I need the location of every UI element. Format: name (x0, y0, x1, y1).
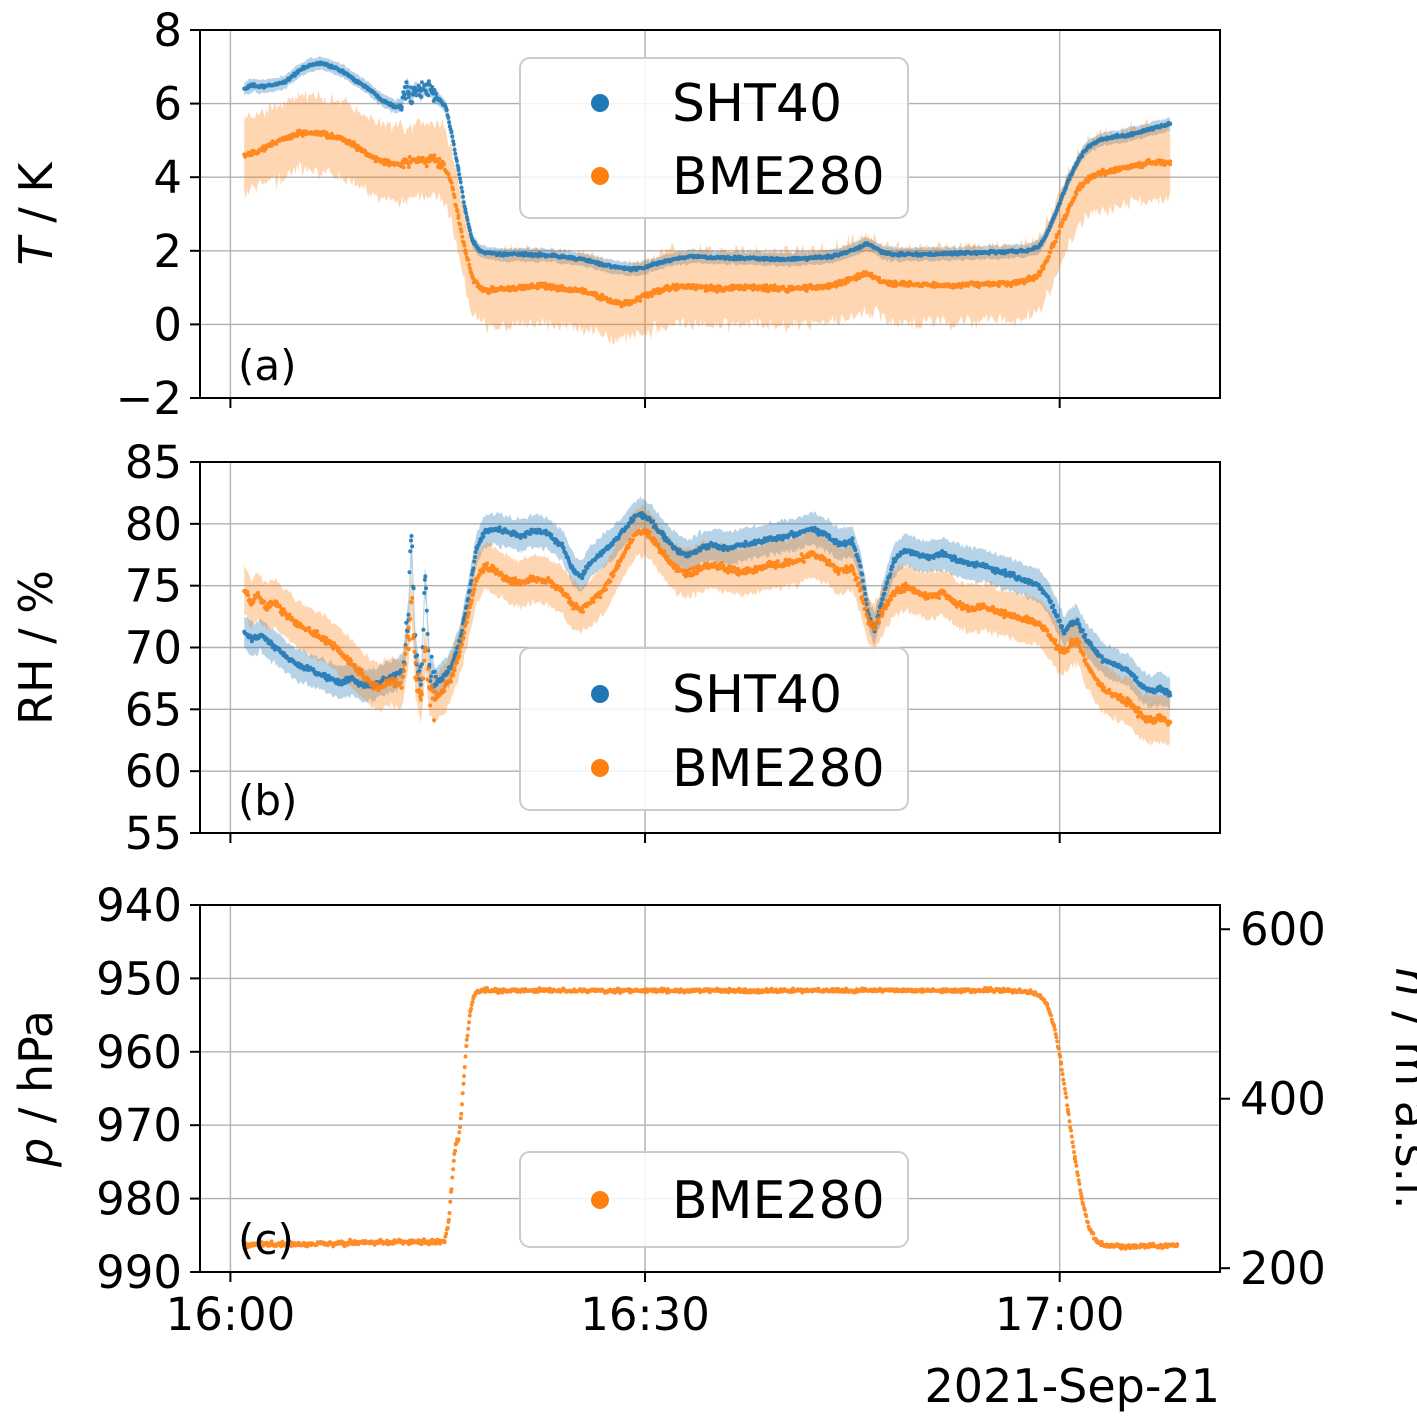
y-tick-label: 940 (96, 879, 182, 932)
y-tick-label: −2 (116, 372, 182, 425)
scatter-series-sht40 (242, 60, 1173, 273)
y-tick-label: 80 (125, 498, 182, 551)
scatter-series-sht40 (242, 511, 1173, 698)
legend-label-sht40: SHT40 (672, 665, 842, 725)
y-tick-label: 0 (153, 298, 182, 351)
legend-label-sht40: SHT40 (672, 74, 842, 134)
x-tick-label: 17:00 (995, 1288, 1125, 1341)
y2-tick-label: 400 (1240, 1073, 1326, 1126)
legend-label-bme280: BME280 (672, 147, 885, 207)
legend-box (519, 57, 909, 219)
y-tick-label: 70 (125, 622, 182, 675)
x-tick-label: 16:00 (166, 1288, 296, 1341)
legend-label-bme280: BME280 (672, 1171, 885, 1231)
uncertainty-band-bme280 (244, 503, 1170, 748)
y2-axis-title: h / m a.s.l. (1385, 967, 1417, 1209)
y-tick-label: 950 (96, 952, 182, 1005)
y-axis-title: p / hPa (9, 1010, 63, 1168)
y-tick-label: 85 (125, 436, 182, 489)
legend-marker-sht40 (591, 94, 609, 112)
legend-label-bme280: BME280 (672, 739, 885, 799)
panel-b: 85 80 75 70 65 60 55 RH / % (b) (9, 436, 1221, 860)
legend-marker-bme280 (591, 759, 609, 777)
panel-tag: (a) (238, 341, 297, 390)
scatter-series-bme280 (242, 528, 1173, 727)
y-tick-label: 6 (153, 78, 182, 131)
uncertainty-band-sht40 (244, 496, 1171, 712)
axes-frame (199, 904, 1221, 1273)
x-tick-label: 16:30 (580, 1288, 710, 1341)
y-axis-title: RH / % (9, 570, 63, 725)
y-tick-label: 55 (125, 807, 182, 860)
legend: BME280 (519, 1151, 909, 1248)
y-tick-label: 990 (96, 1246, 182, 1299)
y-axis-title: T / K (9, 161, 63, 266)
panel-c: 16:00 16:30 17:00 940 950 960 970 980 990 600 400 2… (9, 879, 1417, 1341)
y-tick-label: 8 (153, 4, 182, 57)
panel-tag: (b) (238, 776, 297, 825)
y-tick-label: 65 (125, 683, 182, 736)
y2-tick-label: 200 (1240, 1242, 1326, 1295)
y-tick-label: 2 (153, 225, 182, 278)
y-tick-label: 4 (153, 151, 182, 204)
legend-box (519, 1151, 909, 1248)
legend-marker-bme280 (591, 167, 609, 185)
y2-tick-label: 600 (1240, 903, 1326, 956)
legend-box (519, 647, 909, 811)
legend: SHT40 BME280 (519, 647, 909, 811)
y-tick-label: 970 (96, 1099, 182, 1152)
y-tick-label: 960 (96, 1026, 182, 1079)
legend-marker-sht40 (591, 685, 609, 703)
y-tick-label: 75 (125, 560, 182, 613)
scatter-series-bme280 (242, 986, 1180, 1251)
legend: SHT40 BME280 (519, 57, 909, 219)
y-tick-label: 980 (96, 1173, 182, 1226)
scatter-series-bme280 (242, 128, 1173, 309)
axes-frame (199, 29, 1221, 399)
legend-marker-bme280 (591, 1191, 609, 1209)
panel-tag: (c) (238, 1215, 294, 1264)
date-label: 2021-Sep-21 (925, 1359, 1221, 1413)
panel-a: 8 6 4 2 0 −2 T / K (a) (9, 4, 1221, 425)
y-tick-label: 60 (125, 745, 182, 798)
